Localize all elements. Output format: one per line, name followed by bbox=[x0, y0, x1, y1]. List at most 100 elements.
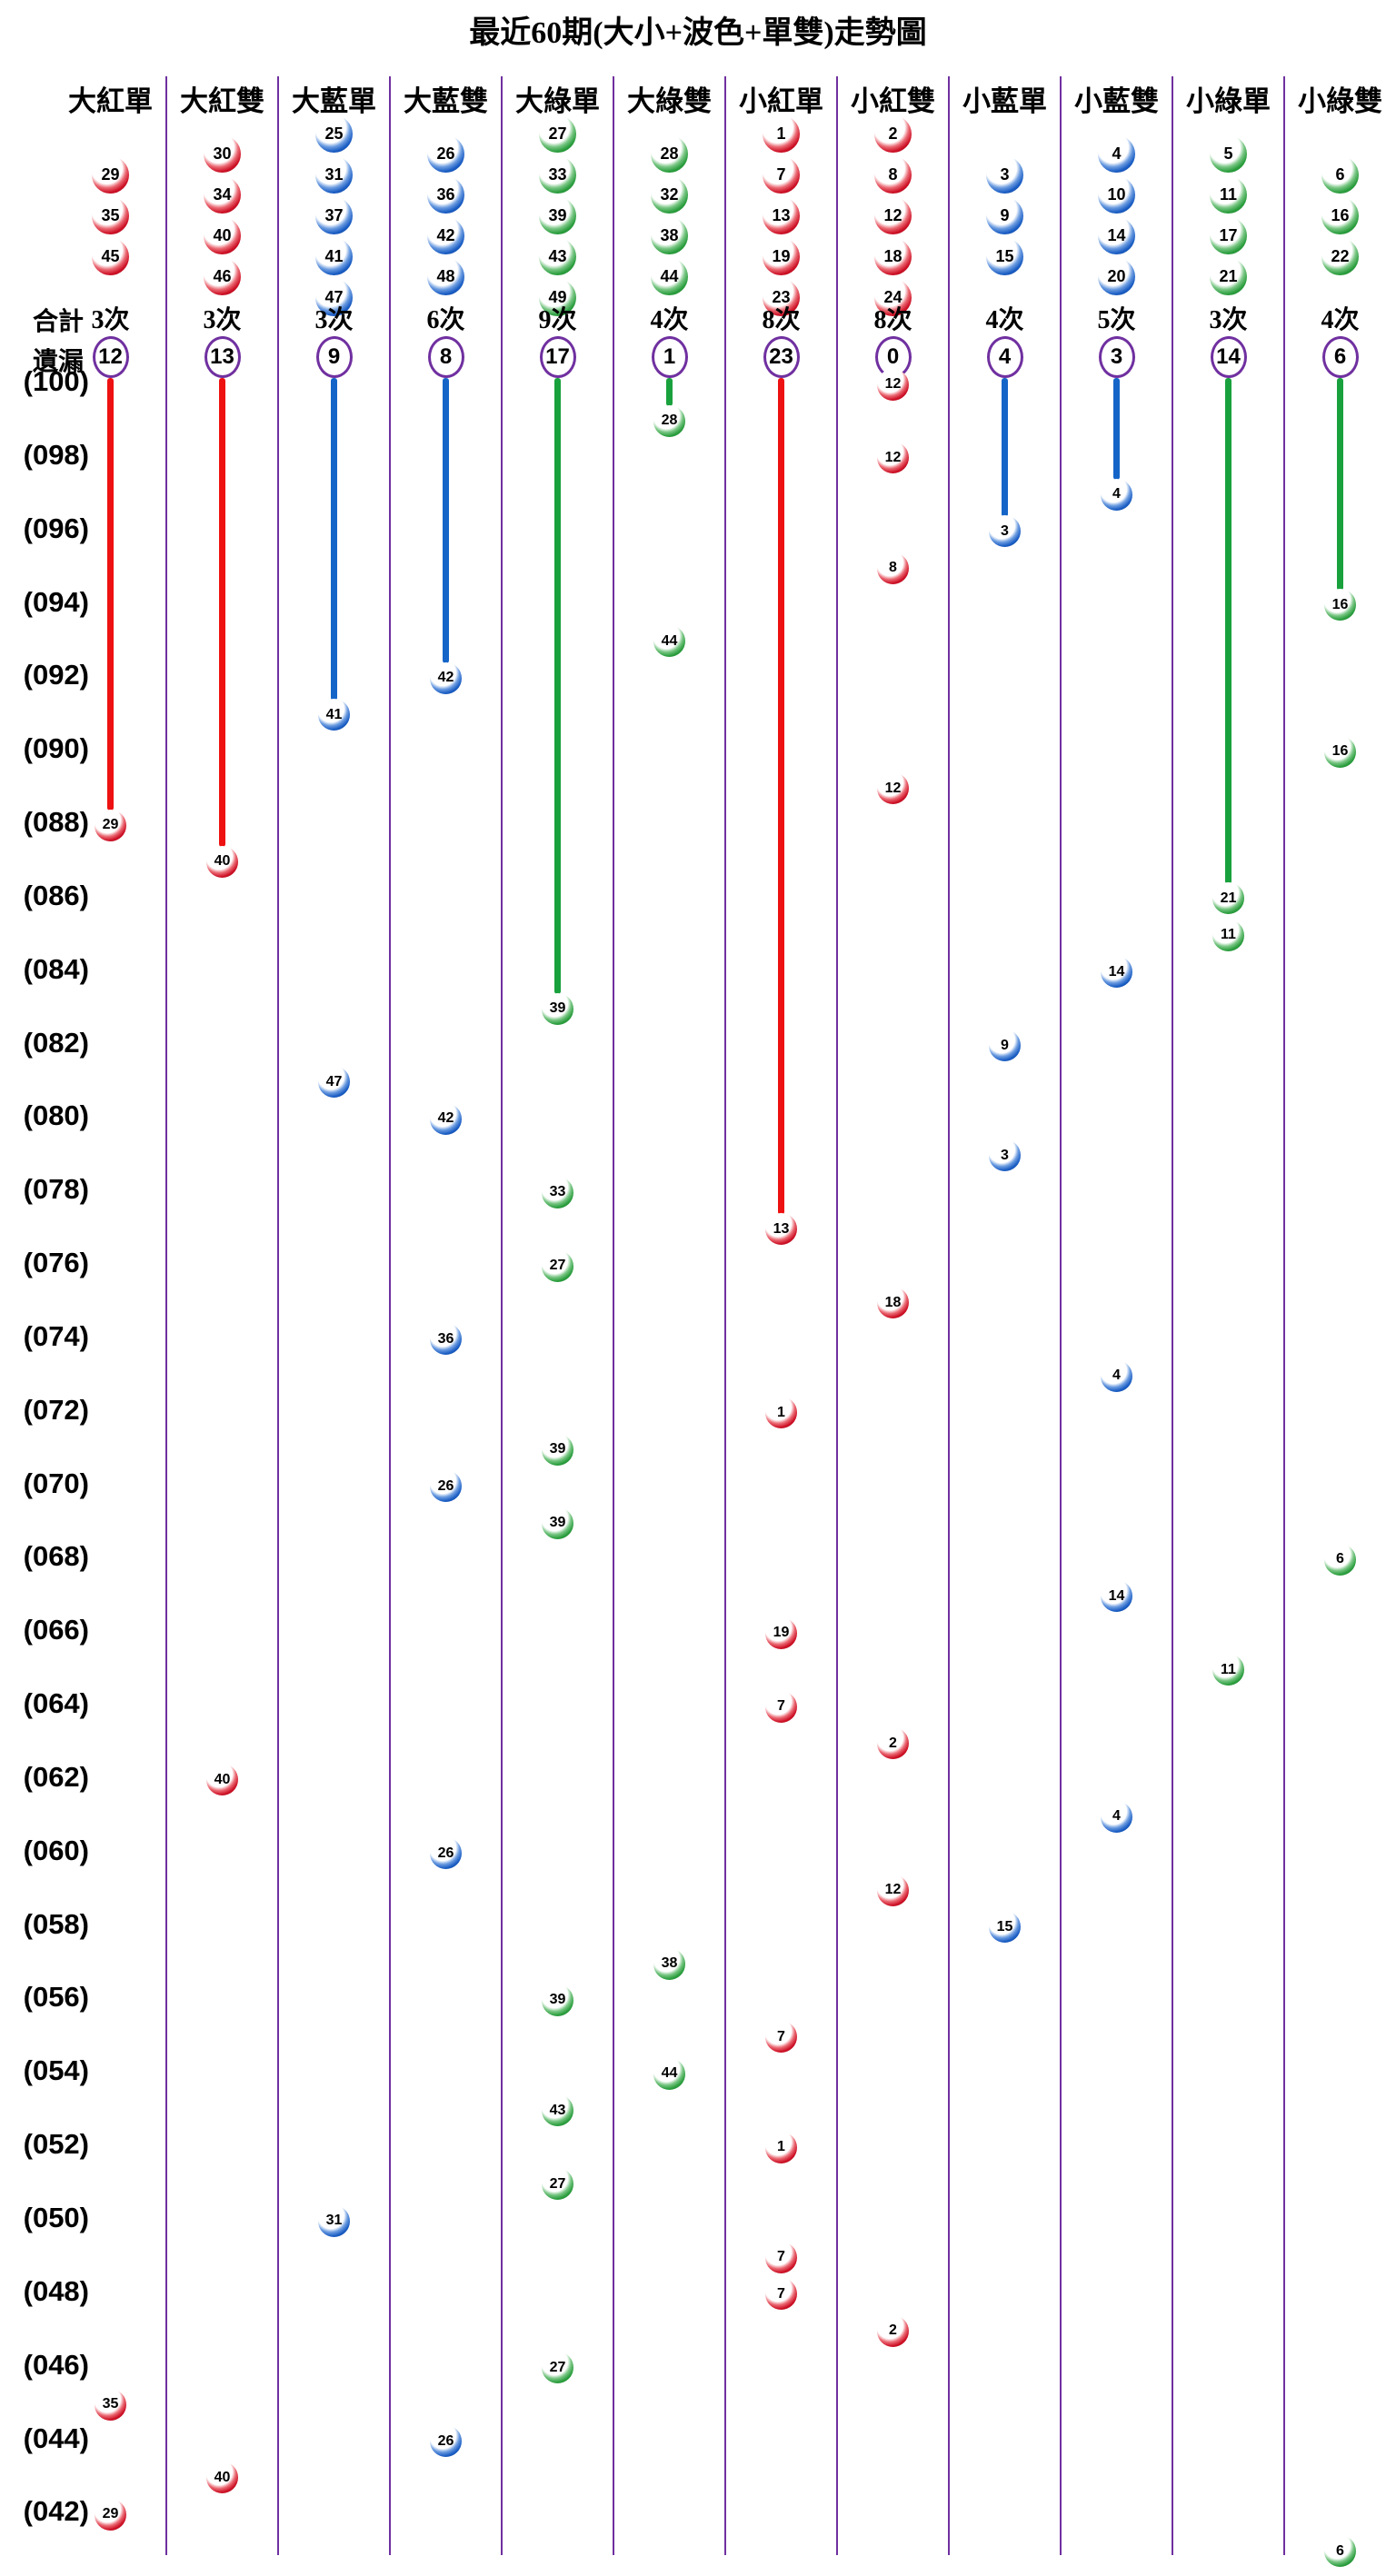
ball-26: 26 bbox=[430, 2425, 462, 2458]
ball-14: 14 bbox=[1101, 1580, 1132, 1613]
ball-46: 46 bbox=[204, 258, 241, 295]
ball-13: 13 bbox=[763, 196, 800, 234]
missing-count-badge: 13 bbox=[204, 336, 241, 378]
ball-3: 3 bbox=[986, 155, 1023, 194]
period-label: (058) bbox=[23, 1907, 89, 1940]
ball-19: 19 bbox=[763, 237, 800, 275]
column-divider bbox=[1060, 76, 1062, 2555]
ball-8: 8 bbox=[874, 155, 912, 194]
total-count: 8次 bbox=[873, 306, 912, 334]
column-header: 小紅雙 bbox=[851, 85, 935, 117]
period-label: (096) bbox=[23, 512, 89, 544]
ball-48: 48 bbox=[427, 258, 464, 295]
period-label: (092) bbox=[23, 659, 89, 691]
ball-42: 42 bbox=[427, 217, 464, 254]
period-label: (042) bbox=[23, 2495, 89, 2528]
ball-3: 3 bbox=[989, 1139, 1021, 1172]
streak-line bbox=[1113, 378, 1120, 481]
ball-24: 24 bbox=[874, 278, 912, 316]
ball-17: 17 bbox=[1210, 217, 1247, 254]
ball-4: 4 bbox=[1101, 478, 1132, 511]
ball-35: 35 bbox=[95, 2388, 126, 2421]
column-divider bbox=[277, 76, 279, 2555]
column-header: 大紅單 bbox=[68, 85, 153, 117]
ball-44: 44 bbox=[653, 625, 685, 658]
ball-32: 32 bbox=[651, 176, 688, 214]
period-label: (046) bbox=[23, 2348, 89, 2381]
ball-20: 20 bbox=[1098, 258, 1135, 295]
ball-34: 34 bbox=[204, 176, 241, 214]
ball-27: 27 bbox=[542, 2352, 573, 2384]
ball-10: 10 bbox=[1098, 176, 1135, 214]
period-label: (080) bbox=[23, 1099, 89, 1132]
ball-3: 3 bbox=[989, 515, 1021, 548]
missing-count-badge: 9 bbox=[315, 336, 353, 378]
column-header: 小綠雙 bbox=[1298, 85, 1382, 117]
ball-6: 6 bbox=[1324, 1543, 1356, 1576]
total-count: 3次 bbox=[91, 306, 130, 334]
period-label: (084) bbox=[23, 952, 89, 985]
ball-23: 23 bbox=[763, 278, 800, 316]
ball-39: 39 bbox=[542, 992, 573, 1025]
column-divider bbox=[165, 76, 167, 2555]
ball-39: 39 bbox=[542, 1507, 573, 1539]
ball-19: 19 bbox=[765, 1616, 797, 1649]
page-title: 最近60期(大小+波色+單雙)走勢圖 bbox=[469, 16, 927, 50]
ball-39: 39 bbox=[542, 1984, 573, 2016]
period-label: (094) bbox=[23, 585, 89, 618]
column-header: 大藍雙 bbox=[404, 85, 488, 117]
period-label: (052) bbox=[23, 2128, 89, 2161]
ball-12: 12 bbox=[877, 772, 909, 805]
ball-22: 22 bbox=[1321, 237, 1359, 275]
ball-21: 21 bbox=[1212, 882, 1244, 915]
ball-2: 2 bbox=[874, 114, 912, 153]
column-divider bbox=[613, 76, 614, 2555]
ball-7: 7 bbox=[765, 2021, 797, 2054]
ball-4: 4 bbox=[1101, 1359, 1132, 1392]
missing-count-badge: 3 bbox=[1098, 336, 1135, 378]
total-count: 3次 bbox=[314, 306, 354, 334]
ball-40: 40 bbox=[206, 845, 238, 878]
ball-11: 11 bbox=[1212, 1654, 1244, 1686]
column-header: 小藍雙 bbox=[1074, 85, 1159, 117]
column-header: 大紅雙 bbox=[180, 85, 264, 117]
ball-33: 33 bbox=[539, 155, 576, 194]
column-header: 小綠單 bbox=[1186, 85, 1271, 117]
period-label: (068) bbox=[23, 1540, 89, 1573]
ball-14: 14 bbox=[1098, 217, 1135, 254]
streak-line bbox=[554, 378, 561, 995]
period-label: (060) bbox=[23, 1834, 89, 1866]
column-header: 小紅單 bbox=[739, 85, 823, 117]
ball-7: 7 bbox=[765, 2241, 797, 2273]
ball-2: 2 bbox=[877, 2314, 909, 2347]
period-label: (062) bbox=[23, 1760, 89, 1793]
missing-count-badge: 12 bbox=[92, 336, 129, 378]
ball-8: 8 bbox=[877, 552, 909, 584]
ball-45: 45 bbox=[92, 237, 129, 275]
ball-27: 27 bbox=[542, 2168, 573, 2201]
ball-18: 18 bbox=[877, 1287, 909, 1318]
period-label: (050) bbox=[23, 2202, 89, 2233]
streak-line bbox=[443, 378, 449, 664]
ball-7: 7 bbox=[765, 2278, 797, 2311]
ball-40: 40 bbox=[204, 217, 241, 254]
ball-43: 43 bbox=[542, 2094, 573, 2127]
ball-5: 5 bbox=[1210, 135, 1247, 173]
ball-47: 47 bbox=[318, 1066, 350, 1099]
ball-11: 11 bbox=[1212, 919, 1244, 951]
ball-36: 36 bbox=[430, 1323, 462, 1356]
column-divider bbox=[724, 76, 726, 2555]
column-header: 小藍單 bbox=[962, 85, 1047, 117]
ball-16: 16 bbox=[1324, 735, 1356, 768]
ball-47: 47 bbox=[315, 278, 353, 316]
period-label: (044) bbox=[23, 2422, 89, 2454]
period-label: (090) bbox=[23, 732, 89, 765]
period-label: (100) bbox=[23, 365, 89, 397]
ball-27: 27 bbox=[542, 1249, 573, 1282]
total-count: 4次 bbox=[1321, 306, 1360, 334]
period-label: (074) bbox=[23, 1319, 89, 1352]
ball-29: 29 bbox=[95, 2498, 126, 2531]
ball-7: 7 bbox=[765, 1690, 797, 1723]
missing-count-badge: 23 bbox=[763, 336, 800, 378]
